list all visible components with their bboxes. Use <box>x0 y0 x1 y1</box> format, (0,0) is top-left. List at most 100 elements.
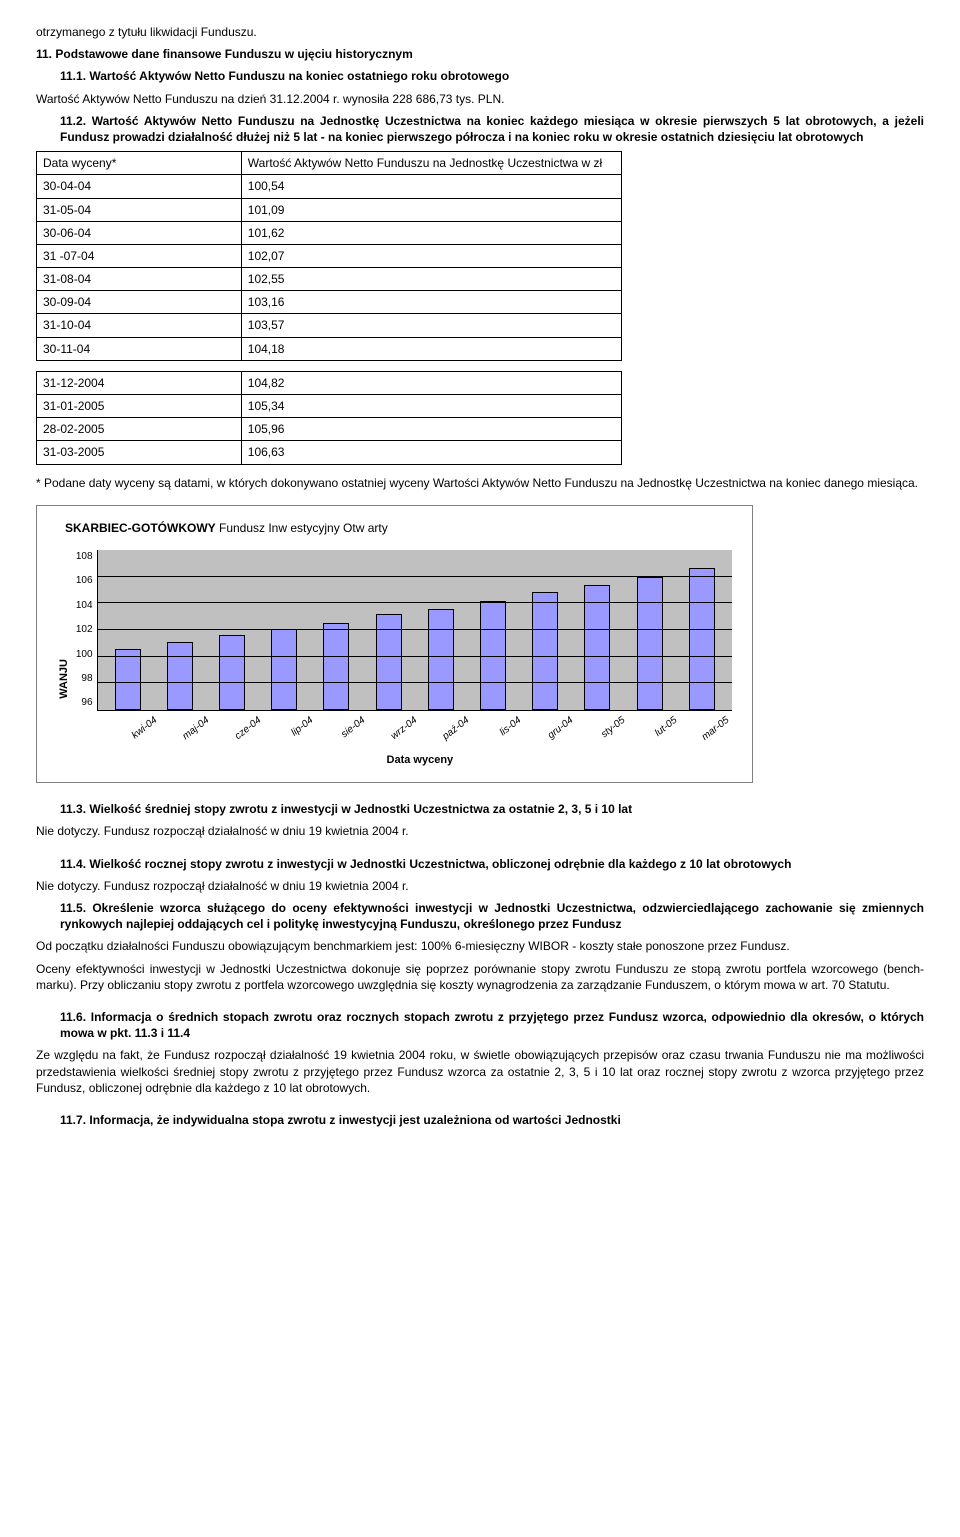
subsection-heading: 11.7. Informacja, że indywidualna stopa … <box>60 1112 924 1128</box>
xtick-label: gru-04 <box>539 714 576 747</box>
ytick-label: 98 <box>81 672 92 686</box>
xtick-label: sty-05 <box>591 714 628 747</box>
body-text: Od początku działalności Funduszu obowią… <box>36 938 924 954</box>
table-cell: 30-04-04 <box>37 175 242 198</box>
section-heading: 11. Podstawowe dane finansowe Funduszu w… <box>36 46 924 62</box>
chart-title-rest: Fundusz Inw estycyjny Otw arty <box>216 521 388 535</box>
subsection-heading: 11.4. Wielkość rocznej stopy zwrotu z in… <box>60 856 924 872</box>
table-cell: 31-08-04 <box>37 268 242 291</box>
table-row: 31-12-2004104,82 <box>37 371 622 394</box>
subsection-heading: 11.1. Wartość Aktywów Netto Funduszu na … <box>60 68 924 84</box>
table-cell: 106,63 <box>241 441 621 464</box>
ytick-label: 104 <box>76 599 93 613</box>
table-header: Data wyceny* <box>37 152 242 175</box>
chart-container: SKARBIEC-GOTÓWKOWY Fundusz Inw estycyjny… <box>36 505 753 784</box>
table-cell: 100,54 <box>241 175 621 198</box>
table-cell: 102,55 <box>241 268 621 291</box>
table-cell: 31-05-04 <box>37 198 242 221</box>
table-cell: 105,34 <box>241 395 621 418</box>
chart-plot-area <box>97 550 732 711</box>
gridline <box>98 602 732 603</box>
xtick-label: lut-05 <box>643 714 680 747</box>
table-cell: 31-03-2005 <box>37 441 242 464</box>
table-header: Wartość Aktywów Netto Funduszu na Jednos… <box>241 152 621 175</box>
table-row: 31-08-04102,55 <box>37 268 622 291</box>
table-header-row: Data wyceny* Wartość Aktywów Netto Fundu… <box>37 152 622 175</box>
subsection-heading: 11.5. Określenie wzorca służącego do oce… <box>60 900 924 932</box>
ytick-label: 96 <box>81 696 92 710</box>
xtick-label: wrz-04 <box>383 714 420 747</box>
table-cell: 28-02-2005 <box>37 418 242 441</box>
chart-bars <box>98 550 732 710</box>
subsection-heading: 11.6. Informacja o średnich stopach zwro… <box>60 1009 924 1041</box>
chart-bar <box>689 568 715 710</box>
table-row: 28-02-2005105,96 <box>37 418 622 441</box>
gridline <box>98 576 732 577</box>
table-cell: 103,16 <box>241 291 621 314</box>
chart-bar <box>584 585 610 710</box>
table-row: 31-03-2005106,63 <box>37 441 622 464</box>
xtick-label: lip-04 <box>279 714 316 747</box>
table-cell: 101,09 <box>241 198 621 221</box>
subsection-heading: 11.3. Wielkość średniej stopy zwrotu z i… <box>36 801 924 817</box>
table-row: 31-05-04101,09 <box>37 198 622 221</box>
nav-table: Data wyceny* Wartość Aktywów Netto Fundu… <box>36 151 622 361</box>
xtick-label: paź-04 <box>435 714 472 747</box>
table-cell: 103,57 <box>241 314 621 337</box>
table-cell: 31-01-2005 <box>37 395 242 418</box>
table-cell: 30-09-04 <box>37 291 242 314</box>
ytick-label: 108 <box>76 550 93 564</box>
body-text: otrzymanego z tytułu likwidacji Funduszu… <box>36 24 924 40</box>
xtick-label: maj-04 <box>175 714 212 747</box>
chart-bar <box>271 629 297 710</box>
table-cell: 104,82 <box>241 371 621 394</box>
chart-xaxis: kwi-04maj-04cze-04lip-04sie-04wrz-04paź-… <box>76 710 732 728</box>
body-text: Nie dotyczy. Fundusz rozpoczął działalno… <box>36 878 924 894</box>
chart-title: SKARBIEC-GOTÓWKOWY Fundusz Inw estycyjny… <box>65 520 732 536</box>
body-text: Nie dotyczy. Fundusz rozpoczął działalno… <box>36 823 924 839</box>
table-row: 30-06-04101,62 <box>37 221 622 244</box>
table-row: 31-01-2005105,34 <box>37 395 622 418</box>
chart-bar <box>428 609 454 710</box>
chart-title-strong: SKARBIEC-GOTÓWKOWY <box>65 521 216 535</box>
xtick-label: kwi-04 <box>123 714 160 747</box>
ytick-label: 102 <box>76 623 93 637</box>
table-row: 31 -07-04102,07 <box>37 244 622 267</box>
table-row: 31-10-04103,57 <box>37 314 622 337</box>
gridline <box>98 682 732 683</box>
table-row: 30-11-04104,18 <box>37 337 622 360</box>
chart-bar <box>219 635 245 710</box>
table-cell: 104,18 <box>241 337 621 360</box>
table-cell: 105,96 <box>241 418 621 441</box>
chart-bar <box>167 642 193 710</box>
ytick-label: 100 <box>76 648 93 662</box>
nav-table-2: 31-12-2004104,8231-01-2005105,3428-02-20… <box>36 371 622 465</box>
subsection-heading: 11.2. Wartość Aktywów Netto Funduszu na … <box>60 113 924 145</box>
chart-ylabel: WANJU <box>57 619 72 699</box>
table-cell: 31 -07-04 <box>37 244 242 267</box>
chart-yaxis: 108 106 104 102 100 98 96 <box>76 550 97 710</box>
table-row: 30-09-04103,16 <box>37 291 622 314</box>
table-row: 30-04-04100,54 <box>37 175 622 198</box>
gridline <box>98 656 732 657</box>
table-cell: 30-11-04 <box>37 337 242 360</box>
table-cell: 102,07 <box>241 244 621 267</box>
ytick-label: 106 <box>76 574 93 588</box>
table-footnote: * Podane daty wyceny są datami, w któryc… <box>36 475 924 491</box>
chart-bar <box>637 577 663 710</box>
table-cell: 101,62 <box>241 221 621 244</box>
chart-bar <box>532 592 558 710</box>
body-text: Ze względu na fakt, że Fundusz rozpoczął… <box>36 1047 924 1096</box>
gridline <box>98 629 732 630</box>
chart-bar <box>115 649 141 710</box>
chart-xaxis-title: Data wyceny <box>76 753 732 768</box>
body-text: Oceny efektywności inwestycji w Jednostk… <box>36 961 924 993</box>
chart-bar <box>323 623 349 710</box>
table-cell: 30-06-04 <box>37 221 242 244</box>
xtick-label: lis-04 <box>487 714 524 747</box>
table-cell: 31-10-04 <box>37 314 242 337</box>
xtick-label: cze-04 <box>227 714 264 747</box>
table-cell: 31-12-2004 <box>37 371 242 394</box>
body-text: Wartość Aktywów Netto Funduszu na dzień … <box>36 91 924 107</box>
xtick-label: mar-05 <box>695 714 732 747</box>
